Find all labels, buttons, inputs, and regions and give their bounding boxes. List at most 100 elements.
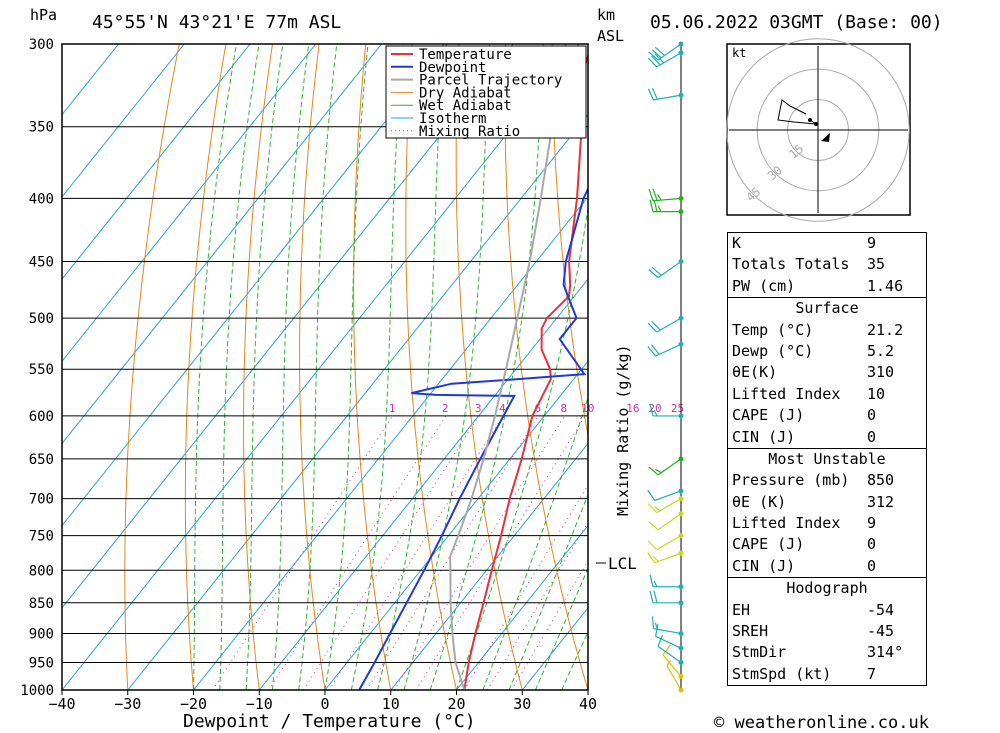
wind-barb-flag [662,644,671,656]
index-row: Totals Totals 35 [732,255,886,274]
isotherm-line [324,360,588,690]
index-row: CIN (J) 0 [732,556,877,575]
wind-barb-flag [651,266,662,276]
wind-barb-flag [651,320,661,331]
wind-barb-flag [649,590,654,603]
wind-barb-staff [657,645,682,663]
wind-barb-staff [666,665,682,691]
isotherm-line [62,44,251,280]
wind-barb-flag [653,590,658,603]
wind-barb-flag [647,57,658,68]
mixing-ratio-line [328,415,504,690]
x-tick-label: 40 [579,695,597,713]
isotherm-line [62,44,580,690]
wind-barb-flag [653,556,659,562]
wind-barb-flag [647,540,658,551]
index-row: CAPE (J) 0 [732,535,877,554]
wind-barb [647,488,684,502]
pressure-tick-label: 450 [29,255,54,271]
wind-barb [666,659,684,693]
index-row: CIN (J) 0 [732,427,877,446]
wind-barb [649,590,684,606]
index-row: CAPE (J) 0 [732,406,877,425]
wet-adiabat-line [245,44,284,690]
hodograph-point [808,118,812,122]
isotherm-line [127,113,588,690]
wind-barb [648,456,684,476]
wind-barb [647,533,684,551]
wind-barb [647,341,684,357]
mixing-ratio-label: 1 [389,402,396,415]
mixing-ratio-line [393,415,565,690]
wind-barb [662,644,684,679]
wind-barb-staff [653,94,682,101]
wind-barb-staff [656,52,682,68]
index-row: Lifted Index 10 [732,384,886,403]
date-title: 05.06.2022 03GMT (Base: 00) [650,12,943,33]
pressure-tick-label: 950 [29,655,54,671]
wind-barb-flag [648,521,659,531]
x-tick-label: 0 [320,695,329,713]
wind-barb [648,259,684,279]
wet-adiabat-line [193,44,237,690]
dry-adiabat-line [124,44,180,690]
index-row: StmSpd (kt) 7 [732,664,877,683]
wind-barb-flag [651,49,662,59]
wind-barb-flag [653,199,658,212]
isotherm-line [456,524,588,690]
wet-adiabat-line [456,204,588,690]
wet-adiabat-line [298,44,338,690]
legend-entry: Wet Adiabat [419,98,512,114]
dry-adiabat-line [299,44,326,690]
mixing-ratio-axis-label: Mixing Ratio (g/kg) [614,344,632,516]
wind-barb-flag [648,188,654,201]
indices-surface: Surface Temp (°C) 21.2 Dewp (°C) 5.2 θE(K)… [727,297,927,449]
wind-barb-staff [656,535,682,551]
wet-adiabat-line [350,44,404,690]
x-tick-label: −40 [48,695,75,713]
pressure-tick-label: 600 [29,409,54,425]
wind-barb-flag [657,205,662,212]
lcl-label: LCL [608,554,637,573]
wind-barb [657,634,684,665]
x-tick-label: 10 [382,695,400,713]
x-tick-label: 20 [447,695,465,713]
wind-barb-flag [648,269,659,279]
wind-barb-flag [647,503,658,514]
legend-entry: Dewpoint [419,60,486,76]
wind-barb-flag [648,51,659,61]
hodograph-point [814,122,818,126]
wind-barb-flag [653,409,658,417]
pressure-tick-label: 1000 [20,683,54,699]
wind-barb-flag [650,344,660,355]
pressure-tick-label: 850 [29,596,54,612]
index-row: Lifted Index 9 [732,514,877,533]
isotherm-line [62,44,448,527]
wind-barb-flag [651,87,658,100]
wind-barb [647,315,684,333]
pressure-tick-label: 500 [29,311,54,327]
x-tick-label: −10 [246,695,273,713]
pressure-tick-label: 900 [29,626,54,642]
wet-adiabat-line [403,44,491,690]
mixing-ratio-line [211,415,394,690]
x-axis-label: Dewpoint / Temperature (°C) [183,711,476,732]
wind-barb-flag [657,634,664,647]
index-row: PW (cm) 1.46 [732,276,904,295]
mixing-ratio-label: 3 [475,402,482,415]
wind-barb-flag [655,624,659,637]
wet-adiabat-line [271,44,310,690]
x-tick-label: −20 [180,695,207,713]
pressure-tick-label: 400 [29,191,54,207]
mixing-ratio-label: 2 [442,402,449,415]
section-title: Surface [795,299,859,318]
hodograph-ring [726,38,910,222]
profile-lines [358,44,588,690]
asl-label: ASL [597,27,624,45]
wind-barb-staff [657,513,682,531]
wind-barb [648,41,684,61]
dry-adiabat-line [925,44,1000,690]
wind-barb [648,188,684,202]
mixing-ratio-line [268,415,447,690]
